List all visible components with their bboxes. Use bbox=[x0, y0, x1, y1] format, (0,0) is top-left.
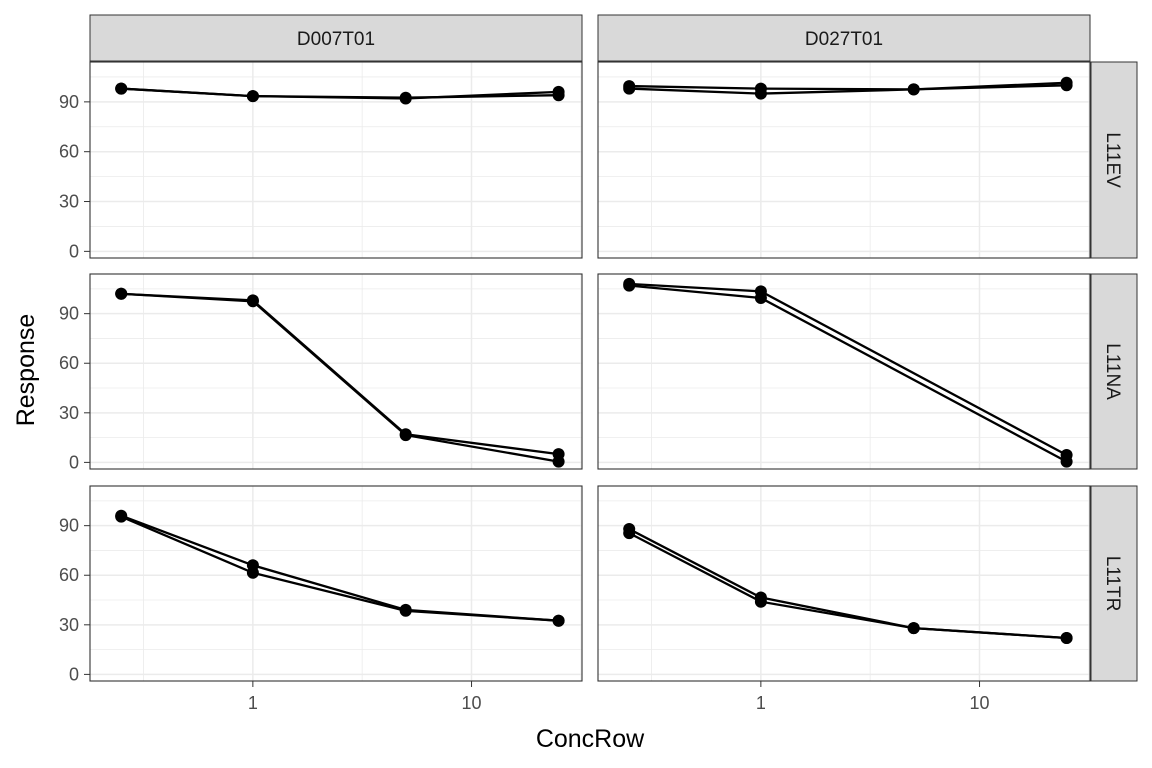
data-point bbox=[623, 279, 636, 292]
strip-background bbox=[1090, 273, 1138, 470]
data-point bbox=[399, 91, 412, 104]
x-tick-label: 10 bbox=[462, 693, 482, 713]
data-point bbox=[754, 595, 767, 608]
data-point bbox=[115, 510, 128, 523]
strip-label: L11TR bbox=[1102, 556, 1123, 612]
data-point bbox=[907, 622, 920, 635]
data-point bbox=[623, 82, 636, 95]
panel-D027T01-L11EV bbox=[597, 61, 1091, 259]
panel-border bbox=[597, 273, 1091, 470]
panel-background bbox=[598, 486, 1090, 681]
panel-border bbox=[89, 273, 583, 470]
panel-background bbox=[598, 274, 1090, 469]
panel-D027T01-L11NA bbox=[597, 273, 1091, 470]
data-point bbox=[623, 527, 636, 540]
series-line-2 bbox=[121, 87, 559, 99]
x-axis-title: ConcRow bbox=[536, 725, 645, 753]
panel-D027T01-L11TR bbox=[597, 485, 1091, 682]
data-point bbox=[115, 82, 128, 95]
series-line-2 bbox=[120, 515, 559, 622]
series-line-2 bbox=[628, 532, 1067, 640]
x-tick-label: 1 bbox=[756, 693, 766, 713]
y-tick-label: 90 bbox=[59, 304, 79, 324]
data-point bbox=[399, 604, 412, 617]
panel-D007T01-L11EV bbox=[89, 61, 583, 259]
strips-layer: D007T01 D027T01 L11EV L11NA L11TR bbox=[89, 14, 1138, 682]
panel-background bbox=[90, 486, 582, 681]
y-axis-title: Response bbox=[12, 314, 40, 427]
y-tick-label: 30 bbox=[59, 403, 79, 423]
y-tick-label: 0 bbox=[69, 664, 79, 684]
strip-background bbox=[89, 14, 583, 62]
data-point bbox=[754, 87, 767, 100]
y-tick-label: 30 bbox=[59, 192, 79, 212]
data-point bbox=[552, 614, 565, 627]
panel-background bbox=[90, 274, 582, 469]
data-point bbox=[399, 429, 412, 442]
strip-col-D007T01: D007T01 bbox=[89, 14, 583, 62]
strip-col-D027T01: D027T01 bbox=[597, 14, 1091, 62]
strip-label: L11NA bbox=[1102, 343, 1123, 400]
data-point bbox=[1060, 632, 1073, 644]
data-point bbox=[552, 455, 565, 468]
panel-border bbox=[89, 485, 583, 682]
y-tick-label: 60 bbox=[59, 353, 79, 373]
data-point bbox=[907, 83, 920, 96]
data-point bbox=[1060, 455, 1073, 468]
y-tick-label: 30 bbox=[59, 615, 79, 635]
data-point bbox=[246, 566, 259, 579]
series-line-2 bbox=[629, 81, 1067, 95]
data-point bbox=[754, 292, 767, 304]
strip-label: L11EV bbox=[1102, 132, 1123, 188]
strip-row-L11EV: L11EV bbox=[1090, 61, 1138, 259]
panel-border bbox=[597, 61, 1091, 259]
strip-row-L11TR: L11TR bbox=[1090, 485, 1138, 682]
panel-D007T01-L11NA bbox=[89, 273, 583, 470]
panels-layer bbox=[89, 61, 1091, 682]
y-tick-label: 0 bbox=[69, 452, 79, 472]
panel-border bbox=[597, 485, 1091, 682]
series-line-2 bbox=[121, 292, 559, 463]
panel-border bbox=[89, 61, 583, 259]
panel-background bbox=[598, 62, 1090, 258]
data-point bbox=[246, 295, 259, 308]
strip-row-L11NA: L11NA bbox=[1090, 273, 1138, 470]
y-tick-label: 0 bbox=[69, 241, 79, 261]
data-point bbox=[1060, 76, 1073, 89]
data-point bbox=[115, 287, 128, 300]
strip-background bbox=[1090, 61, 1138, 259]
y-tick-label: 60 bbox=[59, 565, 79, 585]
x-tick-label: 1 bbox=[248, 693, 258, 713]
y-tick-label: 90 bbox=[59, 92, 79, 112]
series-line-1 bbox=[629, 84, 1067, 91]
y-tick-label: 60 bbox=[59, 142, 79, 162]
data-point bbox=[552, 89, 565, 102]
panel-D007T01-L11TR bbox=[89, 485, 583, 682]
x-tick-label: 10 bbox=[970, 693, 990, 713]
strip-label: D027T01 bbox=[805, 29, 883, 50]
strip-background bbox=[1090, 485, 1138, 682]
strip-background bbox=[597, 14, 1091, 62]
strip-label: D007T01 bbox=[297, 29, 375, 50]
data-point bbox=[246, 90, 259, 103]
y-tick-label: 90 bbox=[59, 516, 79, 536]
axes-layer: 0 30 60 90 0 30 60 90 0 30 60 90 1 10 1 10 bbox=[59, 92, 990, 713]
